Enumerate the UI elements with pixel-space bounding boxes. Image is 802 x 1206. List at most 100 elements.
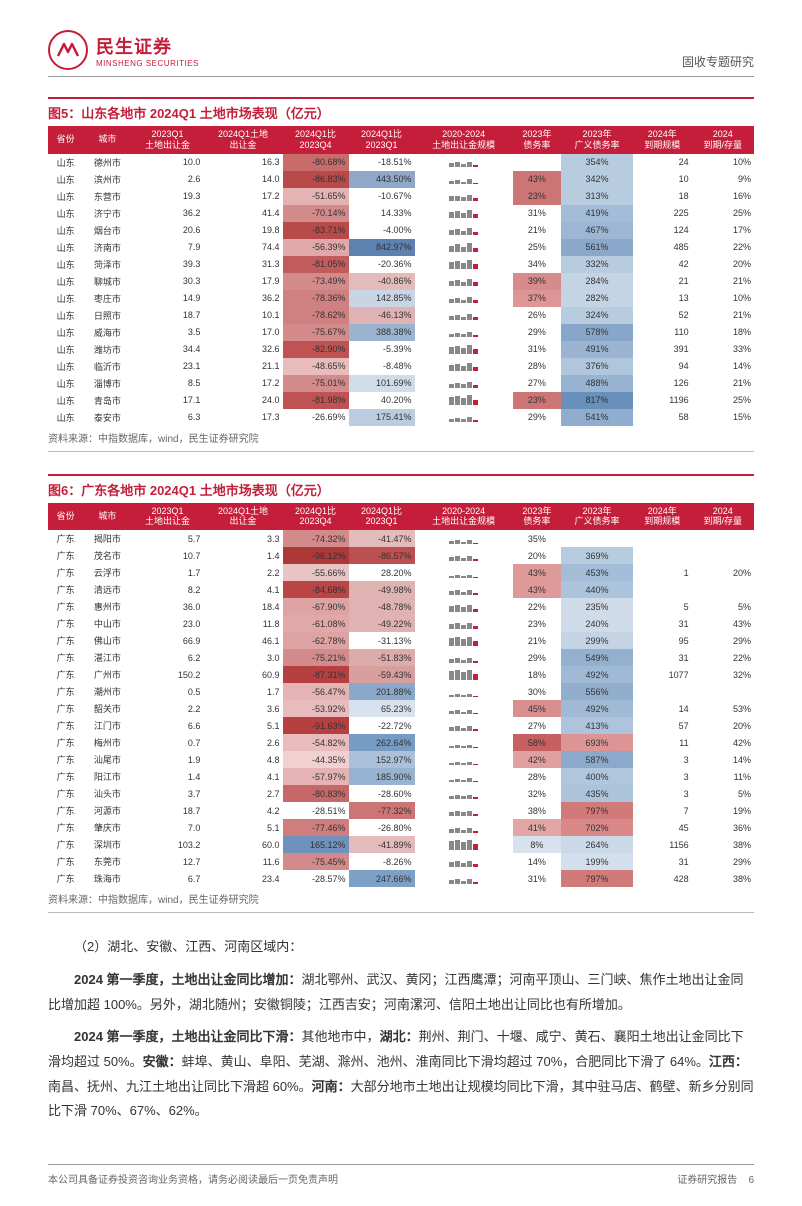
table-cell: 332% xyxy=(561,256,633,273)
table-cell: 225 xyxy=(633,205,692,222)
table-cell: 29% xyxy=(692,632,754,649)
table-cell: 30% xyxy=(513,683,561,700)
table-cell: 山东 xyxy=(48,256,83,273)
table-cell: 6.2 xyxy=(132,649,204,666)
table-cell: 33% xyxy=(692,341,754,358)
table-cell: 2.6 xyxy=(132,171,204,188)
table-cell: 淄博市 xyxy=(83,375,131,392)
table-cell: -26.69% xyxy=(283,409,349,426)
table-cell: 817% xyxy=(561,392,633,409)
table-cell: 21% xyxy=(692,273,754,290)
table-cell: 53% xyxy=(692,700,754,717)
table-cell: 29% xyxy=(513,649,561,666)
table-cell: 388.38% xyxy=(349,324,415,341)
table-header: 2024Q1土地出让金 xyxy=(203,503,282,531)
table-cell: 299% xyxy=(561,632,633,649)
footer-right-a: 证券研究报告 xyxy=(677,1175,737,1186)
table-cell: -77.46% xyxy=(283,819,349,836)
table-cell: -40.86% xyxy=(349,273,415,290)
table-header: 2020-2024土地出让金规模 xyxy=(415,503,513,531)
table-cell: 广东 xyxy=(48,717,83,734)
page-footer: 本公司具备证券投资咨询业务资格，请务必阅读最后一页免责声明 证券研究报告 6 xyxy=(48,1164,754,1186)
table-cell: 262.64% xyxy=(349,734,415,751)
table-cell: 52 xyxy=(633,307,692,324)
table-cell: 中山市 xyxy=(83,615,131,632)
table-cell: 3 xyxy=(633,785,692,802)
table-cell: -8.26% xyxy=(349,853,415,870)
table-header: 2023Q1土地出让金 xyxy=(132,126,204,154)
table-cell: 山东 xyxy=(48,273,83,290)
table-cell: 6.6 xyxy=(132,717,204,734)
table-cell: 广东 xyxy=(48,853,83,870)
table-cell: 23% xyxy=(513,188,561,205)
table-cell: 41.4 xyxy=(203,205,282,222)
table-cell: 65.23% xyxy=(349,700,415,717)
table-cell: 1077 xyxy=(633,666,692,683)
page-header: 民生证券 MINSHENG SECURITIES 固收专题研究 xyxy=(48,30,754,77)
table-cell: -18.51% xyxy=(349,154,415,171)
table-cell: 22% xyxy=(692,239,754,256)
table-row: 广东茂名市10.71.4-96.12%-86.57%20%369% xyxy=(48,547,754,564)
table-cell: 4.8 xyxy=(203,751,282,768)
table-cell xyxy=(415,324,513,341)
table-cell: 山东 xyxy=(48,222,83,239)
table-cell: -48.65% xyxy=(283,358,349,375)
table-cell xyxy=(633,530,692,547)
table-cell: 60.0 xyxy=(203,836,282,853)
table-cell: 日照市 xyxy=(83,307,131,324)
table-cell: 阳江市 xyxy=(83,768,131,785)
table-row: 山东东营市19.317.2-51.65%-10.67%23%313%1816% xyxy=(48,188,754,205)
table-cell: 5% xyxy=(692,598,754,615)
table-cell: 江门市 xyxy=(83,717,131,734)
table-cell: 广东 xyxy=(48,683,83,700)
table-cell: 济南市 xyxy=(83,239,131,256)
table-cell: 8% xyxy=(513,836,561,853)
table-cell: 201.88% xyxy=(349,683,415,700)
table-cell: 7 xyxy=(633,802,692,819)
table-cell: 2.2 xyxy=(203,564,282,581)
table-cell: 珠海市 xyxy=(83,870,131,887)
table-header: 2024到期/存量 xyxy=(692,503,754,531)
table-cell: 30.3 xyxy=(132,273,204,290)
table-cell: 3.7 xyxy=(132,785,204,802)
table-cell: 枣庄市 xyxy=(83,290,131,307)
figure5-source: 资料来源：中指数据库，wind，民生证券研究院 xyxy=(48,430,754,452)
table-cell: -56.47% xyxy=(283,683,349,700)
table-cell: 14% xyxy=(692,751,754,768)
table-cell: 11.8 xyxy=(203,615,282,632)
table-cell: 1.7 xyxy=(203,683,282,700)
table-cell: 山东 xyxy=(48,392,83,409)
footer-left: 本公司具备证券投资咨询业务资格，请务必阅读最后一页免责声明 xyxy=(48,1171,338,1186)
table-row: 山东临沂市23.121.1-48.65%-8.48%28%376%9414% xyxy=(48,358,754,375)
table-cell: 茂名市 xyxy=(83,547,131,564)
figure6-source: 资料来源：中指数据库，wind，民生证券研究院 xyxy=(48,891,754,913)
header-category: 固收专题研究 xyxy=(682,53,754,70)
table-cell: 菏泽市 xyxy=(83,256,131,273)
table-cell: 广东 xyxy=(48,598,83,615)
table-row: 广东潮州市0.51.7-56.47%201.88%30%556% xyxy=(48,683,754,700)
table-cell xyxy=(415,171,513,188)
table-cell: 山东 xyxy=(48,324,83,341)
table-cell xyxy=(415,409,513,426)
table-row: 广东阳江市1.44.1-57.97%185.90%28%400%311% xyxy=(48,768,754,785)
table-cell: 山东 xyxy=(48,409,83,426)
table-header: 城市 xyxy=(83,126,131,154)
table-cell: 40.20% xyxy=(349,392,415,409)
table-cell: -55.66% xyxy=(283,564,349,581)
table-cell: 556% xyxy=(561,683,633,700)
table-row: 广东梅州市0.72.6-54.82%262.64%58%693%1142% xyxy=(48,734,754,751)
table-cell: -51.65% xyxy=(283,188,349,205)
table-cell: 693% xyxy=(561,734,633,751)
para2-jiangxi-body: 南昌、抚州、九江土地出让同比下滑超 60%。 xyxy=(48,1079,312,1094)
table-row: 广东肇庆市7.05.1-77.46%-26.80%41%702%4536% xyxy=(48,819,754,836)
table-cell: 58 xyxy=(633,409,692,426)
table-cell: 22% xyxy=(513,598,561,615)
table-cell: 18.7 xyxy=(132,802,204,819)
table-cell: 18% xyxy=(513,666,561,683)
table-cell: 42 xyxy=(633,256,692,273)
table-cell xyxy=(415,734,513,751)
table-cell: 23% xyxy=(513,615,561,632)
table-cell: 1.9 xyxy=(132,751,204,768)
table-cell: 山东 xyxy=(48,171,83,188)
table-cell xyxy=(415,598,513,615)
